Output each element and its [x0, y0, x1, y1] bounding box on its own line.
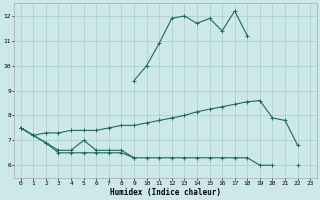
X-axis label: Humidex (Indice chaleur): Humidex (Indice chaleur) [110, 188, 221, 197]
